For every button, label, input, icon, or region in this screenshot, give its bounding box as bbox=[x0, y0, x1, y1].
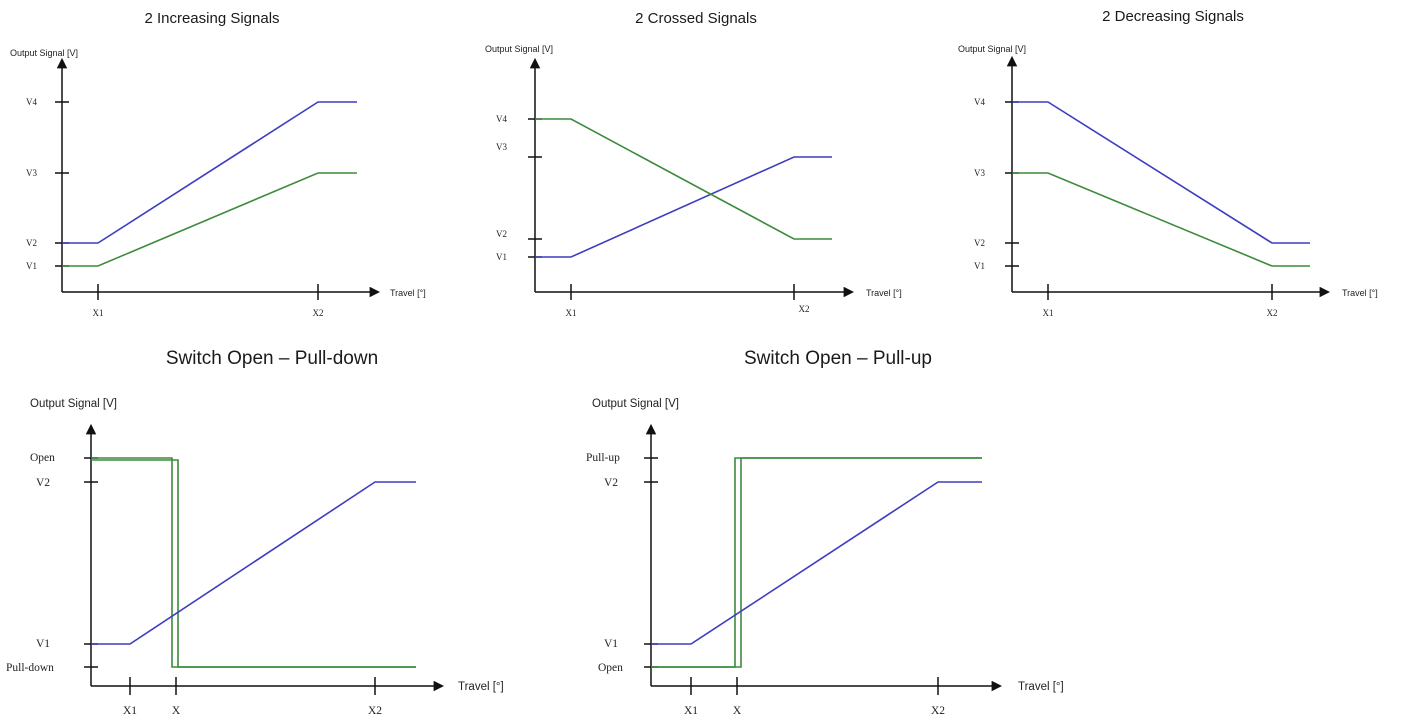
series-line-green bbox=[1012, 172, 1310, 267]
y-tick-label: V3 bbox=[26, 168, 37, 178]
x-tick-label: X2 bbox=[931, 705, 945, 717]
x-tick-label: X bbox=[733, 705, 742, 717]
x-tick-label: X1 bbox=[1043, 308, 1054, 318]
y-tick-label: V1 bbox=[974, 261, 985, 271]
x-tick-label: X1 bbox=[566, 308, 577, 318]
y-tick-label: Pull-up bbox=[586, 452, 620, 464]
series-line-blue bbox=[91, 481, 416, 645]
x-tick-label: X2 bbox=[368, 705, 382, 717]
y-tick-label: V1 bbox=[496, 252, 507, 262]
y-axis-label: Output Signal [V] bbox=[485, 44, 553, 54]
chart-pull-down: Switch Open – Pull-down Output Signal [V… bbox=[6, 348, 504, 717]
series-line-green bbox=[651, 457, 982, 668]
chart-title: 2 Crossed Signals bbox=[635, 10, 757, 27]
y-axis-label: Output Signal [V] bbox=[592, 398, 679, 410]
y-tick-label: V4 bbox=[496, 114, 507, 124]
series-line-green bbox=[62, 172, 357, 267]
y-tick-label: V2 bbox=[604, 477, 618, 489]
x-tick-label: X2 bbox=[799, 304, 810, 314]
chart-title: Switch Open – Pull-down bbox=[166, 348, 378, 369]
y-tick-label: V3 bbox=[496, 142, 507, 152]
chart-title: 2 Increasing Signals bbox=[144, 10, 279, 27]
axes bbox=[1005, 55, 1331, 300]
y-tick-label: V2 bbox=[496, 229, 507, 239]
y-axis-label: Output Signal [V] bbox=[958, 44, 1026, 54]
x-tick-label: X1 bbox=[123, 705, 137, 717]
y-axis-label: Output Signal [V] bbox=[30, 398, 117, 410]
x-tick-label: X1 bbox=[684, 705, 698, 717]
y-tick-label: V3 bbox=[974, 168, 985, 178]
chart-decreasing: 2 Decreasing Signals Output Signal [V] T… bbox=[958, 8, 1378, 318]
series-line-blue bbox=[535, 156, 832, 258]
series-line-green bbox=[535, 118, 832, 240]
x-axis-label: Travel [°] bbox=[1342, 288, 1378, 298]
y-tick-label: V2 bbox=[974, 238, 985, 248]
x-tick-label: X2 bbox=[1267, 308, 1278, 318]
series-line-blue bbox=[62, 101, 357, 244]
chart-increasing: 2 Increasing Signals Output Signal [V] T… bbox=[10, 10, 426, 318]
series-line-blue bbox=[651, 481, 982, 645]
x-axis-label: Travel [°] bbox=[866, 288, 902, 298]
axes bbox=[84, 423, 445, 695]
chart-title: Switch Open – Pull-up bbox=[744, 348, 932, 369]
chart-title: 2 Decreasing Signals bbox=[1102, 8, 1244, 25]
y-tick-label: V1 bbox=[36, 638, 50, 650]
x-tick-label: X2 bbox=[313, 308, 324, 318]
y-axis-label: Output Signal [V] bbox=[10, 48, 78, 58]
x-axis-label: Travel [°] bbox=[1018, 681, 1064, 693]
x-axis-label: Travel [°] bbox=[390, 288, 426, 298]
series-line-green bbox=[91, 459, 416, 668]
y-tick-label: V2 bbox=[36, 477, 50, 489]
x-tick-label: X1 bbox=[93, 308, 104, 318]
y-tick-label: V1 bbox=[26, 261, 37, 271]
axes bbox=[644, 423, 1003, 695]
y-tick-label: V4 bbox=[974, 97, 985, 107]
y-tick-label: Open bbox=[598, 662, 623, 674]
y-tick-label: V1 bbox=[604, 638, 618, 650]
y-tick-label: V2 bbox=[26, 238, 37, 248]
axes bbox=[528, 57, 855, 300]
y-tick-label: Open bbox=[30, 452, 55, 464]
y-tick-label: Pull-down bbox=[6, 662, 54, 674]
chart-pull-up: Switch Open – Pull-up Output Signal [V] … bbox=[586, 348, 1064, 717]
chart-crossed: 2 Crossed Signals Output Signal [V] Trav… bbox=[485, 10, 902, 318]
y-tick-label: V4 bbox=[26, 97, 37, 107]
series-line-blue bbox=[1012, 101, 1310, 244]
x-tick-label: X bbox=[172, 705, 181, 717]
x-axis-label: Travel [°] bbox=[458, 681, 504, 693]
